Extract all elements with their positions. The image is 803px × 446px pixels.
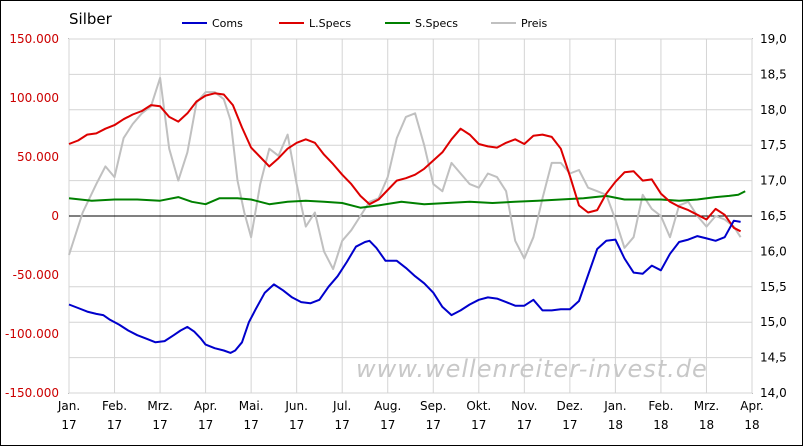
x-tick-month: Feb. xyxy=(648,399,673,413)
axes: 150.000 100.000 50.000 0 -50.000 -100.000 -150… xyxy=(5,32,787,432)
series-line-preis xyxy=(68,76,742,271)
x-tick-month: Feb. xyxy=(102,399,127,413)
grid xyxy=(68,38,753,394)
x-tick-month: Jun. xyxy=(284,399,308,413)
watermark: www.wellenreiter-invest.de xyxy=(356,355,708,383)
x-tick-year: 17 xyxy=(335,418,350,432)
y-right-tick-label: 16,0 xyxy=(760,244,787,258)
x-tick-month: Jan. xyxy=(603,399,626,413)
x-tick-month: Apr. xyxy=(740,399,763,413)
x-tick-month: Sep. xyxy=(420,399,446,413)
y-right-tick-label: 15,0 xyxy=(760,315,787,329)
y-right-tick-label: 14,5 xyxy=(760,351,787,365)
legend-label-s-specs: S.Specs xyxy=(415,17,458,30)
x-tick-month: Apr. xyxy=(194,399,217,413)
y-right-tick-label: 17,0 xyxy=(760,174,787,188)
x-tick-month: Aug. xyxy=(374,399,401,413)
x-tick-year: 17 xyxy=(152,418,167,432)
y-right-tick-label: 19,0 xyxy=(760,32,787,46)
x-tick-year: 17 xyxy=(289,418,304,432)
x-tick-month: Jul. xyxy=(332,399,351,413)
legend-label-l-specs: L.Specs xyxy=(309,17,351,30)
x-tick-month: Mrz. xyxy=(694,399,719,413)
x-tick-month: Nov. xyxy=(511,399,537,413)
x-tick-year: 17 xyxy=(380,418,395,432)
x-tick-year: 17 xyxy=(471,418,486,432)
x-tick-month: Dez. xyxy=(556,399,583,413)
x-tick-year: 17 xyxy=(517,418,532,432)
y-left-tick-label: 0 xyxy=(51,209,59,223)
x-tick-year: 17 xyxy=(426,418,441,432)
series-line-l-specs xyxy=(68,92,742,233)
x-tick-month: Jan. xyxy=(57,399,80,413)
y-left-tick-label: 50.000 xyxy=(17,150,59,164)
y-left-tick-label: -150.000 xyxy=(5,386,59,400)
y-left-tick-label: 100.000 xyxy=(9,91,59,105)
x-tick-year: 17 xyxy=(107,418,122,432)
y-right-tick-label: 18,0 xyxy=(760,103,787,117)
x-tick-year: 17 xyxy=(562,418,577,432)
x-tick-month: Okt. xyxy=(466,399,491,413)
x-tick-year: 18 xyxy=(699,418,714,432)
y-left-tick-label: -50.000 xyxy=(13,268,59,282)
y-right-tick-label: 18,5 xyxy=(760,67,787,81)
series-line-s-specs xyxy=(68,190,746,209)
x-tick-year: 17 xyxy=(61,418,76,432)
y-right-tick-label: 17,5 xyxy=(760,138,787,152)
series-line-coms xyxy=(68,219,741,354)
x-tick-year: 18 xyxy=(608,418,623,432)
x-tick-month: Mrz. xyxy=(147,399,172,413)
x-tick-year: 17 xyxy=(198,418,213,432)
legend-label-coms: Coms xyxy=(212,17,243,30)
y-left-tick-label: 150.000 xyxy=(9,32,59,46)
x-tick-year: 18 xyxy=(653,418,668,432)
legend-label-preis: Preis xyxy=(521,17,548,30)
x-tick-month: Mai. xyxy=(239,399,264,413)
y-right-tick-label: 15,5 xyxy=(760,280,787,294)
x-tick-year: 18 xyxy=(744,418,759,432)
y-right-tick-label: 14,0 xyxy=(760,386,787,400)
y-left-tick-label: -100.000 xyxy=(5,327,59,341)
series-lines xyxy=(68,76,746,354)
legend: Coms L.Specs S.Specs Preis xyxy=(182,17,548,30)
x-tick-year: 17 xyxy=(243,418,258,432)
y-right-tick-label: 16,5 xyxy=(760,209,787,223)
chart-title: Silber xyxy=(69,10,113,28)
